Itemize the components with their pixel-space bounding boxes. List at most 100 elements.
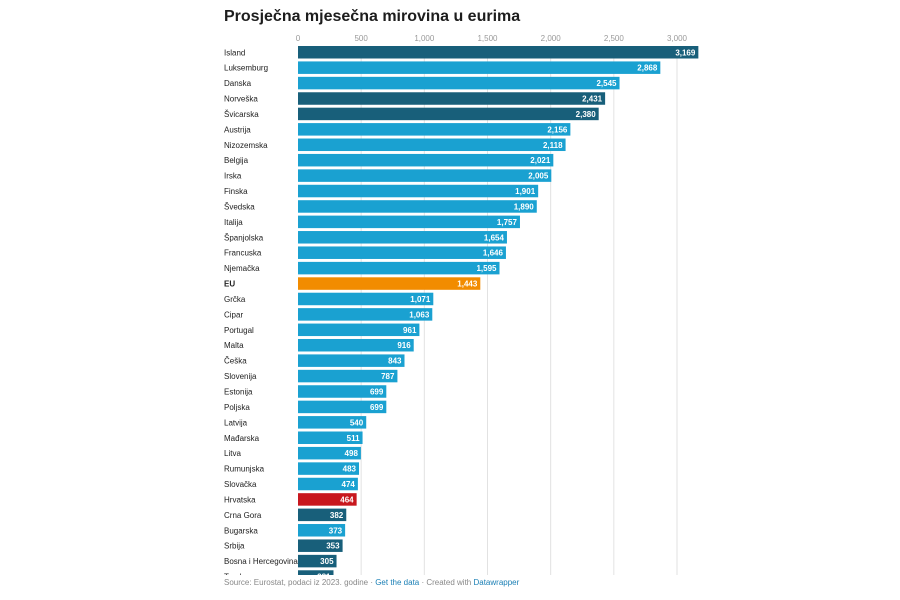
- bar: [298, 92, 606, 105]
- category-label: Poljska: [224, 403, 250, 412]
- bar: [298, 308, 433, 321]
- value-label: 498: [345, 449, 359, 458]
- bar: [298, 61, 661, 74]
- bar: [298, 416, 367, 429]
- value-label: 787: [381, 372, 395, 381]
- category-label: Bosna i Hercegovina: [224, 557, 298, 566]
- category-label: Finska: [224, 187, 248, 196]
- category-label: Belgija: [224, 156, 249, 165]
- value-label: 1,654: [484, 233, 505, 242]
- x-tick-label: 2,500: [604, 34, 625, 43]
- bar: [298, 508, 347, 522]
- category-label: Hrvatska: [224, 495, 256, 504]
- category-label: Cipar: [224, 310, 243, 319]
- value-label: 2,431: [582, 95, 603, 104]
- bar: [298, 570, 334, 575]
- category-label: Bugarska: [224, 526, 258, 535]
- chart-footer: Source: Eurostat, podaci iz 2023. godine…: [224, 578, 519, 587]
- bar: [298, 554, 337, 568]
- category-label: Estonija: [224, 387, 253, 396]
- category-label: Grčka: [224, 295, 246, 304]
- value-label: 843: [388, 357, 402, 366]
- get-the-data-link[interactable]: Get the data: [375, 578, 420, 587]
- value-label: 464: [340, 495, 354, 504]
- bar: [298, 46, 699, 59]
- value-label: 1,595: [476, 264, 497, 273]
- value-label: 2,005: [528, 172, 549, 181]
- bar: [298, 431, 363, 444]
- value-label: 305: [320, 557, 334, 566]
- value-label: 2,118: [543, 141, 563, 150]
- bar: [298, 277, 481, 290]
- bar: [298, 200, 537, 213]
- bar: [298, 184, 539, 198]
- value-label: 1,071: [410, 295, 431, 304]
- bar: [298, 323, 420, 337]
- category-label: Irska: [224, 172, 242, 181]
- category-label: Rumunjska: [224, 465, 265, 474]
- source-text: Source: Eurostat, podaci iz 2023. godine…: [224, 578, 376, 587]
- bar: [298, 169, 552, 182]
- bar: [298, 462, 360, 475]
- category-label: Švicarska: [224, 110, 259, 119]
- category-label: Španjolska: [224, 233, 264, 242]
- category-label: Malta: [224, 341, 244, 350]
- bar: [298, 385, 387, 398]
- category-label: Luksemburg: [224, 64, 268, 73]
- x-tick-label: 1,000: [414, 34, 435, 43]
- bar: [298, 246, 506, 259]
- category-label: Francuska: [224, 249, 262, 258]
- x-tick-label: 0: [296, 34, 301, 43]
- created-with-text: · Created with: [419, 578, 474, 587]
- value-label: 2,380: [576, 110, 597, 119]
- bar: [298, 400, 387, 414]
- bar: [298, 539, 343, 552]
- value-label: 2,156: [547, 125, 568, 134]
- category-label: Nizozemska: [224, 141, 268, 150]
- value-label: 1,890: [514, 202, 535, 211]
- bar: [298, 446, 361, 460]
- value-label: 474: [342, 480, 356, 489]
- category-label: Austrija: [224, 125, 251, 134]
- x-tick-label: 500: [354, 34, 368, 43]
- value-label: 483: [343, 465, 357, 474]
- bar: [298, 231, 507, 244]
- bar: [298, 153, 554, 167]
- category-label: EU: [224, 280, 235, 289]
- value-label: 281: [317, 573, 331, 575]
- category-label: Norveška: [224, 95, 258, 104]
- value-label: 373: [329, 526, 343, 535]
- value-label: 1,063: [409, 310, 430, 319]
- bar: [298, 261, 500, 275]
- value-label: 3,169: [675, 48, 696, 57]
- bar: [298, 369, 398, 383]
- bar: [298, 354, 405, 367]
- category-label: Slovačka: [224, 480, 257, 489]
- category-label: Portugal: [224, 326, 254, 335]
- value-label: 1,757: [497, 218, 518, 227]
- bar: [298, 338, 414, 352]
- value-label: 382: [330, 511, 344, 520]
- bar: [298, 215, 520, 229]
- category-label: Njemačka: [224, 264, 260, 273]
- bar: [298, 107, 599, 121]
- category-label: Mađarska: [224, 434, 260, 443]
- category-label: Danska: [224, 79, 252, 88]
- value-label: 2,868: [637, 64, 658, 73]
- category-label: Švedska: [224, 202, 255, 211]
- value-label: 1,646: [483, 249, 504, 258]
- bar: [298, 138, 566, 152]
- x-tick-label: 3,000: [667, 34, 688, 43]
- x-tick-label: 2,000: [541, 34, 562, 43]
- datawrapper-link[interactable]: Datawrapper: [473, 578, 520, 587]
- category-label: Crna Gora: [224, 511, 262, 520]
- bar: [298, 524, 346, 537]
- bar: [298, 477, 358, 491]
- category-label: Italija: [224, 218, 243, 227]
- value-label: 353: [326, 542, 340, 551]
- value-label: 961: [403, 326, 417, 335]
- value-label: 699: [370, 403, 384, 412]
- category-label: Island: [224, 48, 245, 57]
- value-label: 699: [370, 387, 384, 396]
- bar: [298, 493, 357, 506]
